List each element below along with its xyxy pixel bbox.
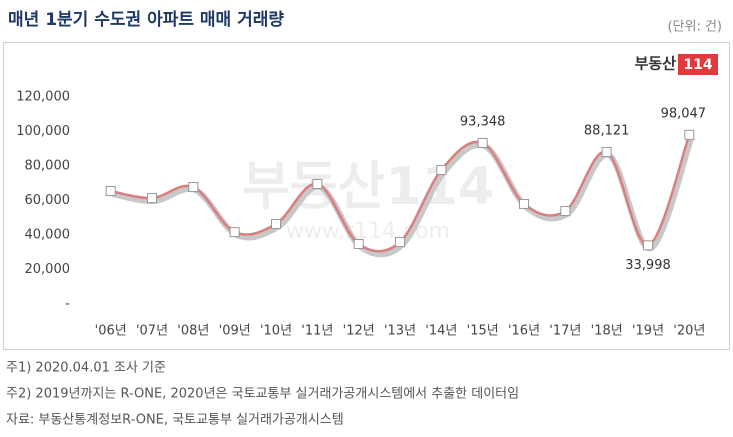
marker — [188, 182, 199, 193]
x-tick-label: '14년 — [425, 324, 457, 339]
x-tick-label: '10년 — [260, 324, 292, 339]
logo-badge: 114 — [683, 57, 712, 73]
watermark: 부동산114 — [242, 157, 494, 217]
marker — [601, 146, 612, 157]
logo-badge-bg — [678, 54, 718, 75]
y-tick-label: 60,000 — [25, 193, 71, 208]
x-tick-label: '11년 — [301, 324, 333, 339]
x-tick-label: '07년 — [136, 324, 168, 339]
marker — [643, 240, 653, 251]
x-tick-label: '15년 — [467, 324, 499, 339]
value-label: 98,047 — [661, 106, 707, 121]
y-tick-label: 120,000 — [16, 90, 70, 105]
logo-text: 부동산 — [635, 55, 677, 73]
y-tick-label: - — [65, 297, 70, 312]
x-tick-label: '16년 — [508, 324, 540, 339]
y-tick-label: 20,000 — [25, 262, 71, 277]
x-tick-label: '06년 — [95, 324, 127, 339]
y-tick-label: 40,000 — [25, 228, 71, 243]
x-tick-label: '12년 — [343, 324, 375, 339]
marker — [436, 164, 447, 175]
marker — [229, 227, 240, 238]
x-tick-label: '17년 — [549, 324, 581, 339]
marker — [105, 186, 116, 197]
note: 주1) 2020.04.01 조사 기준 — [6, 361, 166, 376]
marker — [684, 129, 695, 140]
value-label: 88,121 — [584, 123, 630, 138]
marker — [147, 193, 157, 204]
x-tick-label: '09년 — [219, 324, 251, 339]
marker — [395, 237, 405, 248]
unit-note: (단위: 건) — [667, 20, 722, 35]
marker — [560, 206, 571, 217]
y-tick-label: 100,000 — [16, 124, 70, 139]
marker — [519, 198, 529, 209]
value-label: 33,998 — [625, 258, 671, 273]
marker — [271, 218, 281, 229]
note: 주2) 2019년까지는 R-ONE, 2020년은 국토교통부 실거래가공개시… — [6, 387, 519, 402]
note: 자료: 부동산통계정보R-ONE, 국토교통부 실거래가공개시스템 — [6, 413, 344, 428]
chart-title: 매년 1분기 수도권 아파트 매매 거래량 — [8, 10, 284, 30]
watermark-url: www.r114.com — [286, 219, 450, 244]
x-tick-label: '18년 — [591, 324, 623, 339]
plot-frame — [3, 42, 730, 350]
marker — [353, 238, 364, 249]
x-tick-label: '20년 — [673, 324, 705, 339]
x-tick-label: '13년 — [384, 324, 416, 339]
value-label: 93,348 — [460, 114, 506, 129]
y-tick-label: 80,000 — [25, 159, 71, 174]
x-tick-label: '08년 — [177, 324, 209, 339]
marker — [312, 178, 323, 189]
x-tick-label: '19년 — [632, 324, 664, 339]
marker — [477, 137, 488, 148]
